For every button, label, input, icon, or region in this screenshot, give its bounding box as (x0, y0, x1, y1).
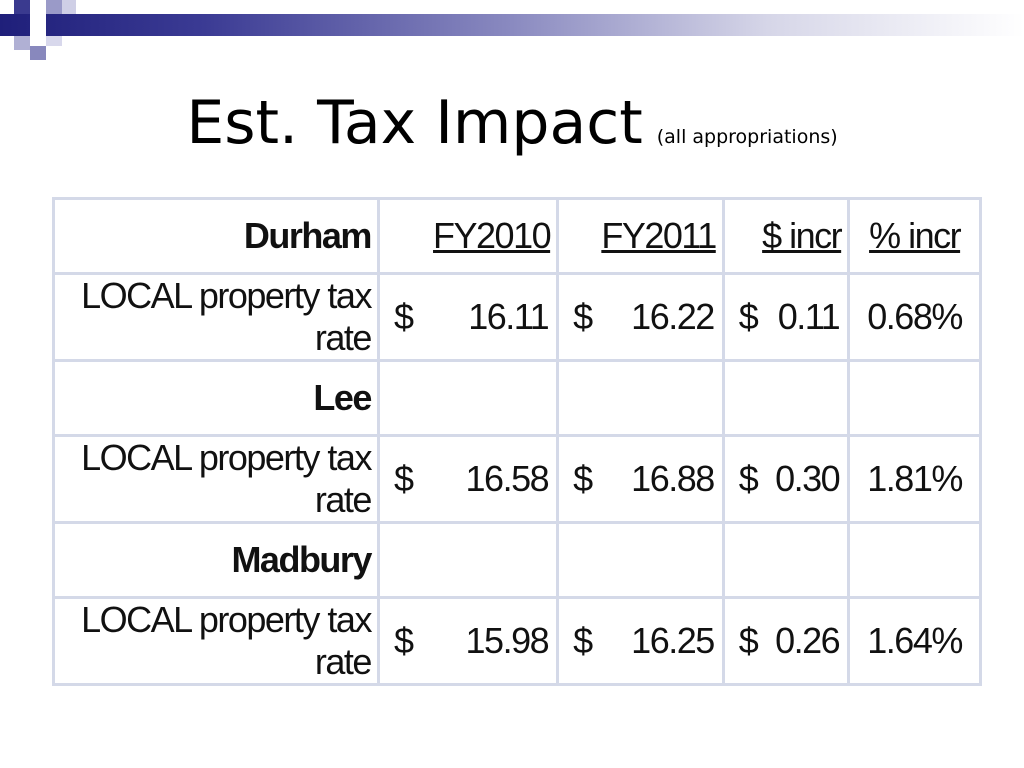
currency-symbol: $ (738, 620, 759, 661)
table-header-row: Durham FY2010 FY2011 $ incr % incr (52, 197, 982, 275)
fy2010-cell: $16.11 (376, 272, 560, 362)
dollar-incr-cell: $0.30 (721, 434, 851, 524)
currency-symbol: $ (573, 458, 593, 499)
currency-symbol: $ (573, 296, 593, 337)
dollar-incr-cell: $0.26 (721, 596, 851, 686)
fy2011-cell: $16.25 (556, 596, 725, 686)
fy2011-value: 16.22 (631, 296, 715, 337)
currency-symbol: $ (738, 296, 759, 337)
empty-cell (376, 521, 560, 599)
dollar-incr-value: 0.30 (775, 458, 841, 499)
currency-symbol: $ (393, 620, 414, 661)
column-header-pct-incr: % incr (847, 197, 982, 275)
fy2011-value: 16.25 (631, 620, 715, 661)
row-label: LOCAL property tax rate (52, 272, 380, 362)
dollar-incr-value: 0.11 (777, 296, 841, 337)
currency-symbol: $ (738, 458, 759, 499)
currency-symbol: $ (393, 296, 414, 337)
decor-square (62, 0, 76, 14)
table-row: LOCAL property tax rate $16.58 $16.88 $0… (52, 434, 982, 524)
slide-subtitle: (all appropriations) (656, 126, 838, 148)
decor-square (46, 36, 62, 46)
empty-cell (556, 359, 725, 437)
fy2011-cell: $16.88 (556, 434, 725, 524)
column-header-dollar-incr: $ incr (721, 197, 851, 275)
fy2011-value: 16.88 (631, 458, 715, 499)
table-row: Lee (52, 359, 982, 437)
decor-square (30, 46, 46, 60)
empty-cell (556, 521, 725, 599)
empty-cell (847, 359, 982, 437)
empty-cell (721, 359, 851, 437)
currency-symbol: $ (573, 620, 593, 661)
row-label: LOCAL property tax rate (52, 434, 380, 524)
town-header-durham: Durham (52, 197, 380, 275)
currency-symbol: $ (393, 458, 414, 499)
table-row: LOCAL property tax rate $15.98 $16.25 $0… (52, 596, 982, 686)
tax-impact-table: Durham FY2010 FY2011 $ incr % incr LOCAL… (52, 197, 982, 686)
table-row: Madbury (52, 521, 982, 599)
pct-incr-value: 1.81% (847, 434, 982, 524)
pct-incr-value: 1.64% (847, 596, 982, 686)
decor-square (14, 0, 30, 14)
column-header-fy2011: FY2011 (556, 197, 725, 275)
pct-incr-value: 0.68% (847, 272, 982, 362)
empty-cell (721, 521, 851, 599)
column-header-fy2010: FY2010 (376, 197, 560, 275)
decor-square (14, 36, 30, 50)
slide-title: Est. Tax Impact (186, 88, 643, 158)
header-band (0, 14, 1024, 36)
town-header-madbury: Madbury (52, 521, 380, 599)
empty-cell (847, 521, 982, 599)
table-row: LOCAL property tax rate $16.11 $16.22 $0… (52, 272, 982, 362)
fy2010-value: 15.98 (465, 620, 550, 661)
fy2010-cell: $15.98 (376, 596, 560, 686)
slide-title-block: Est. Tax Impact (all appropriations) (0, 88, 1024, 158)
fy2011-cell: $16.22 (556, 272, 725, 362)
decor-square (30, 14, 46, 36)
empty-cell (376, 359, 560, 437)
fy2010-value: 16.58 (465, 458, 550, 499)
dollar-incr-value: 0.26 (775, 620, 841, 661)
fy2010-value: 16.11 (468, 296, 549, 337)
town-header-lee: Lee (52, 359, 380, 437)
row-label: LOCAL property tax rate (52, 596, 380, 686)
fy2010-cell: $16.58 (376, 434, 560, 524)
dollar-incr-cell: $0.11 (721, 272, 851, 362)
decor-square (46, 0, 62, 14)
